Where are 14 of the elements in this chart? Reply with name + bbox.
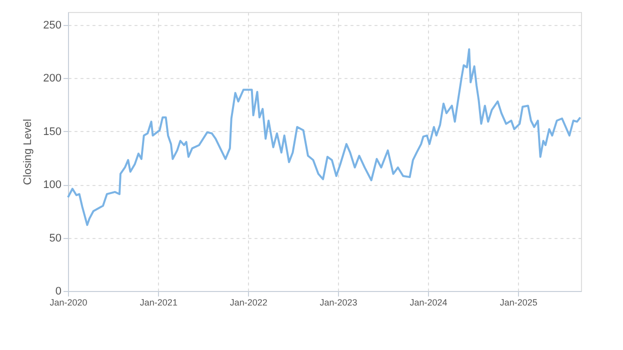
y-tick-label: 50 xyxy=(49,232,62,244)
y-tick-label: 0 xyxy=(55,286,62,298)
line-series xyxy=(67,48,582,226)
x-tick-label: Jan-2020 xyxy=(50,298,88,308)
x-tick-label: Jan-2021 xyxy=(140,298,178,308)
x-tick-label: Jan-2022 xyxy=(230,298,268,308)
y-axis-title: Closing Level xyxy=(22,118,34,186)
y-tick-label: 100 xyxy=(43,179,62,192)
x-tick-label: Jan-2024 xyxy=(410,298,448,308)
y-tick-label: 250 xyxy=(43,19,62,32)
y-tick-label: 150 xyxy=(43,126,62,138)
x-tick-label: Jan-2023 xyxy=(320,298,358,308)
x-tick-label: Jan-2025 xyxy=(500,298,538,308)
y-tick-label: 200 xyxy=(43,72,62,85)
